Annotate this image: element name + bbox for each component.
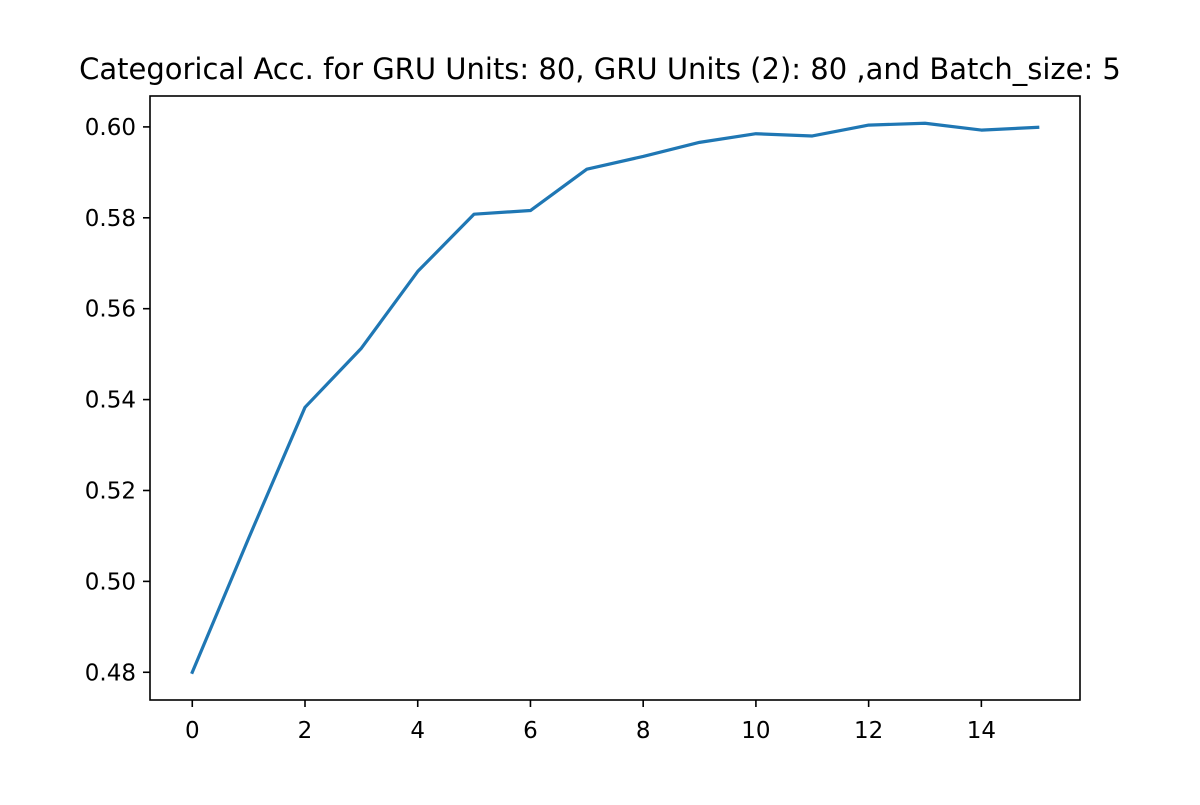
plot-series <box>192 123 1037 672</box>
x-tick-label: 4 <box>410 718 425 744</box>
y-tick-label: 0.54 <box>85 388 136 414</box>
y-tick-label: 0.48 <box>85 660 136 686</box>
series-line-0 <box>192 123 1037 672</box>
plot-frame <box>150 96 1080 700</box>
y-tick-label: 0.50 <box>85 569 136 595</box>
x-tick-label: 10 <box>741 718 770 744</box>
y-tick-label: 0.58 <box>85 206 136 232</box>
y-tick-label: 0.60 <box>85 115 136 141</box>
chart-title: Categorical Acc. for GRU Units: 80, GRU … <box>79 52 1121 86</box>
x-tick-label: 12 <box>854 718 883 744</box>
x-tick-label: 6 <box>523 718 538 744</box>
x-tick-label: 2 <box>298 718 313 744</box>
y-tick-label: 0.52 <box>85 478 136 504</box>
x-tick-label: 8 <box>636 718 651 744</box>
y-tick-label: 0.56 <box>85 297 136 323</box>
x-tick-label: 0 <box>185 718 200 744</box>
x-tick-label: 14 <box>967 718 996 744</box>
axis-ticks: 0 2 4 6 8 10 12 14 0.48 0.50 0.52 0.54 0.56 0.58 0.60 <box>85 115 996 744</box>
